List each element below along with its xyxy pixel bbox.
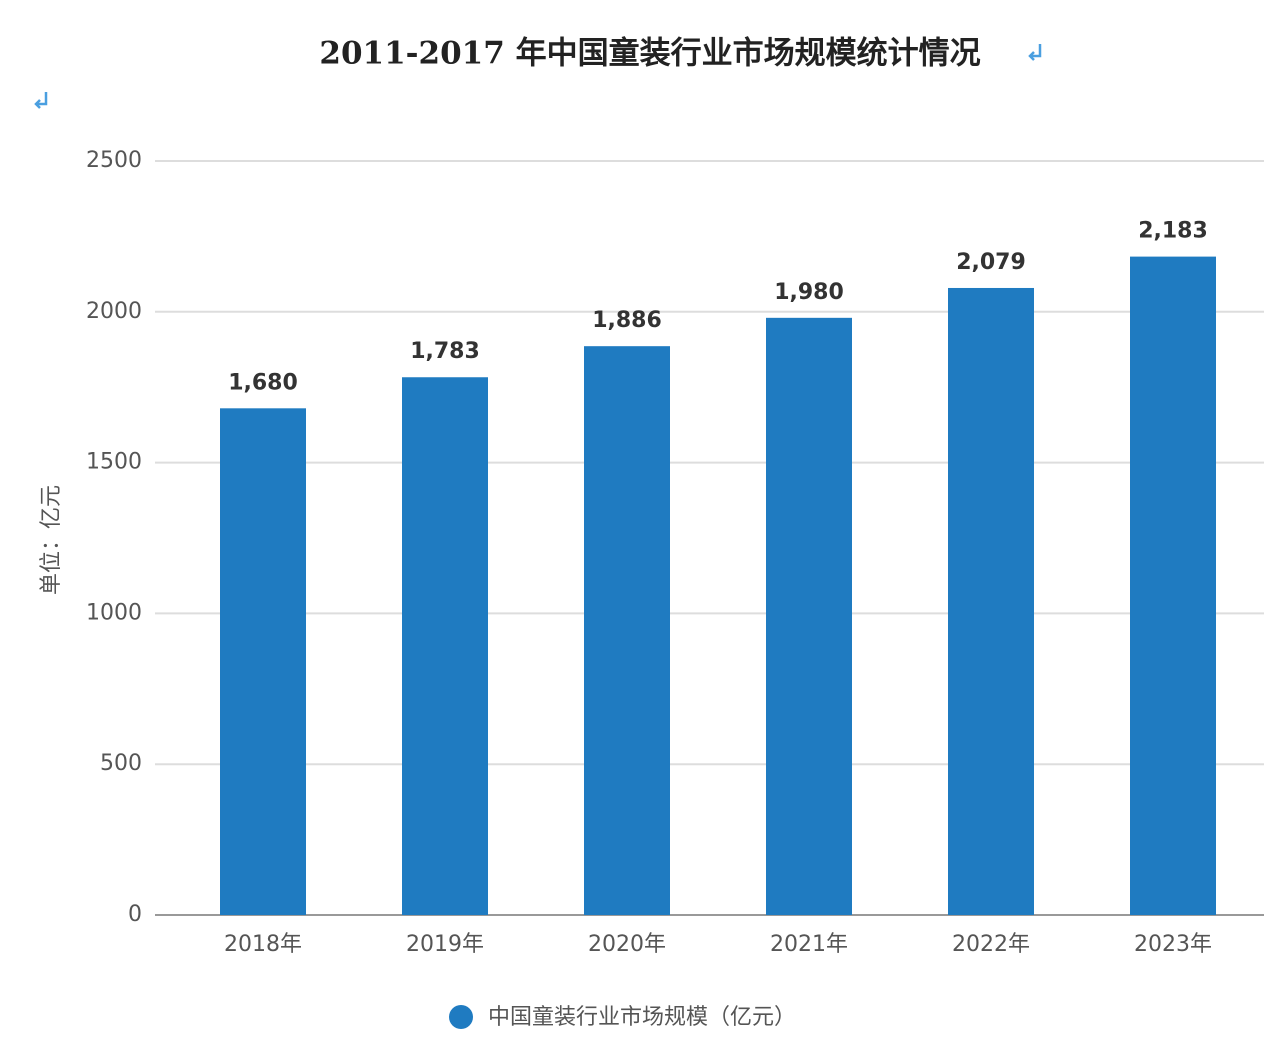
y-axis-label: 单位：亿元	[39, 485, 64, 595]
x-tick-label: 2021年	[770, 932, 848, 957]
y-tick-label: 1500	[86, 450, 142, 475]
legend-marker	[449, 1005, 473, 1029]
x-tick-label: 2022年	[952, 932, 1030, 957]
x-tick-label: 2020年	[588, 932, 666, 957]
x-tick-label: 2019年	[406, 932, 484, 957]
value-label: 1,680	[228, 370, 298, 395]
y-tick-label: 1000	[86, 600, 142, 625]
bar	[584, 346, 670, 916]
y-tick-label: 2500	[86, 148, 142, 173]
chart-title: 2011-2017 年中国童装行业市场规模统计情况	[319, 36, 980, 72]
x-tick-label: 2018年	[224, 932, 302, 957]
bar	[402, 377, 488, 915]
value-label: 1,980	[774, 280, 844, 305]
x-tick-label: 2023年	[1134, 932, 1212, 957]
bar	[1130, 256, 1216, 916]
bar	[948, 287, 1034, 915]
bar	[220, 408, 306, 915]
y-tick-label: 2000	[86, 299, 142, 324]
y-tick-label: 0	[128, 902, 142, 927]
value-label: 1,783	[410, 339, 480, 364]
value-label: 1,886	[592, 308, 662, 333]
bar	[766, 317, 852, 915]
value-label: 2,183	[1138, 219, 1208, 244]
paragraph-mark	[1028, 44, 1042, 61]
y-tick-label: 500	[100, 751, 142, 776]
paragraph-mark	[34, 92, 48, 109]
value-label: 2,079	[956, 250, 1026, 275]
legend-label: 中国童装行业市场规模（亿元）	[488, 1005, 796, 1030]
